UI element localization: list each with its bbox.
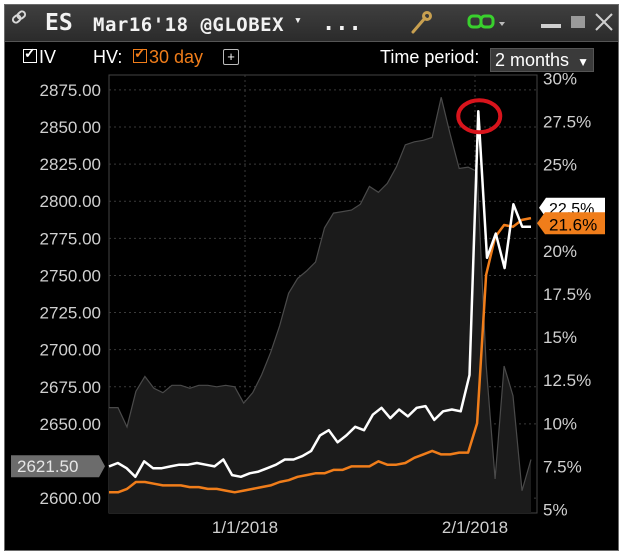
maximize-icon[interactable] bbox=[571, 16, 585, 28]
right-axis-tick-label: 30% bbox=[543, 69, 577, 88]
right-axis-tick-label: 7.5% bbox=[543, 457, 582, 476]
left-axis-tick-label: 2850.00 bbox=[40, 118, 101, 137]
iv-checkbox[interactable] bbox=[23, 45, 37, 64]
price-value-flag bbox=[11, 455, 105, 478]
hv-value-flag bbox=[537, 212, 605, 235]
iv-label: IV bbox=[39, 47, 57, 67]
chain-link-icon[interactable] bbox=[11, 10, 27, 24]
more-label[interactable]: ... bbox=[322, 11, 362, 36]
chevron-down-icon[interactable] bbox=[499, 22, 505, 26]
time-period-value: 2 months bbox=[495, 50, 570, 70]
iv-toggle[interactable]: IV bbox=[23, 45, 57, 68]
chevron-down-icon: ▼ bbox=[577, 55, 589, 69]
left-axis-tick-label: 2675.00 bbox=[40, 378, 101, 397]
left-axis-tick-label: 2775.00 bbox=[40, 229, 101, 248]
chart-toolbar: IV HV: 30 day + Time period: 2 months ▼ bbox=[5, 42, 618, 72]
price-series-line bbox=[109, 97, 532, 491]
group-link-icon[interactable] bbox=[467, 14, 495, 29]
left-axis-tick-label: 2650.00 bbox=[40, 415, 101, 434]
right-axis-tick-label: 25% bbox=[543, 156, 577, 175]
right-axis-tick-label: 20% bbox=[543, 242, 577, 261]
spike-annotation-circle bbox=[456, 98, 503, 135]
right-axis-tick-label: 5% bbox=[543, 501, 568, 520]
hv-toggle[interactable]: 30 day bbox=[133, 45, 204, 68]
left-axis-tick-label: 2875.00 bbox=[40, 81, 101, 100]
chart-area: 2875.00 2850.00 2825.00 2800.00 2775.00 2750.… bbox=[11, 69, 605, 537]
right-axis-tick-label: 12.5% bbox=[543, 371, 591, 390]
right-axis-tick-label: 17.5% bbox=[543, 285, 591, 304]
x-axis-tick-label: 2/1/2018 bbox=[442, 518, 508, 537]
iv-series-line bbox=[108, 109, 531, 479]
right-axis-tick-label: 10% bbox=[543, 414, 577, 433]
hv-series-line bbox=[109, 216, 532, 494]
hv-label: HV: bbox=[93, 47, 123, 67]
hv-period-label: 30 day bbox=[149, 47, 204, 67]
add-study-button[interactable]: + bbox=[223, 49, 239, 65]
title-bar-icons bbox=[11, 10, 613, 34]
contract-dropdown-icon[interactable]: ▾ bbox=[294, 13, 302, 28]
left-axis-tick-label: 2725.00 bbox=[40, 304, 101, 323]
hv-value-label: 21.6% bbox=[549, 215, 597, 234]
contract-label[interactable]: Mar16'18 @GLOBEX bbox=[93, 14, 285, 36]
left-axis-tick-label: 2825.00 bbox=[40, 155, 101, 174]
price-value-label: 2621.50 bbox=[17, 457, 78, 476]
left-axis-tick-label: 2750.00 bbox=[40, 266, 101, 285]
title-bar: ES Mar16'18 @GLOBEX ▾ ... bbox=[5, 5, 618, 42]
left-axis-tick-label: 2800.00 bbox=[40, 192, 101, 211]
left-axis-tick-label: 2700.00 bbox=[40, 341, 101, 360]
right-axis-tick-label: 15% bbox=[543, 328, 577, 347]
symbol-label: ES bbox=[45, 10, 73, 36]
left-axis-tick-label: 2600.00 bbox=[40, 489, 101, 508]
time-period-select[interactable]: 2 months ▼ bbox=[490, 48, 594, 72]
close-icon[interactable] bbox=[595, 13, 613, 31]
price-area bbox=[109, 97, 531, 514]
time-period-label: Time period: bbox=[380, 47, 480, 67]
hv-checkbox[interactable] bbox=[133, 45, 147, 64]
minimize-icon[interactable] bbox=[541, 24, 561, 28]
chart-window: ES Mar16'18 @GLOBEX ▾ ... IV HV: 30 day … bbox=[4, 4, 619, 551]
wrench-icon[interactable] bbox=[411, 11, 432, 34]
x-axis-tick-label: 1/1/2018 bbox=[212, 518, 278, 537]
right-axis-tick-label: 27.5% bbox=[543, 113, 591, 132]
